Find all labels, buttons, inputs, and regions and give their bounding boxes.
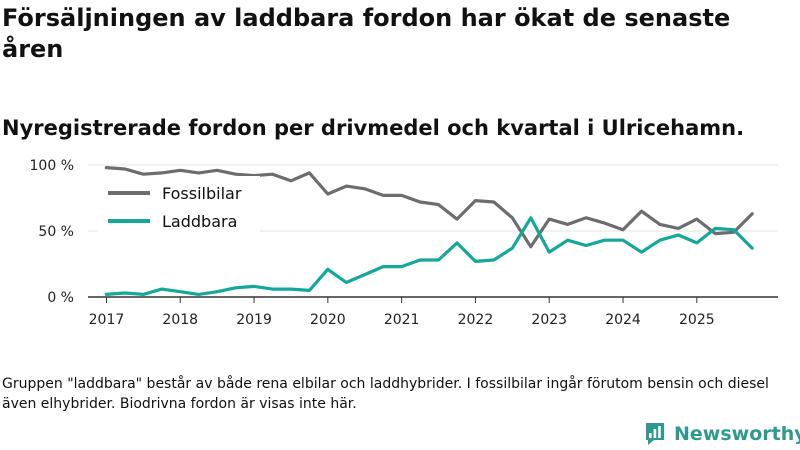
chart-subtitle: Nyregistrerade fordon per drivmedel och … [2,116,745,140]
line-chart: 0 % 50 % 100 % 2017 2018 2019 2020 2021 2022 202… [30,158,778,328]
legend-background [98,176,260,236]
x-tick-label: 2025 [679,312,715,328]
y-axis-ticks: 0 % 50 % 100 % [30,158,74,306]
x-tick-label: 2020 [310,312,346,328]
series-lines [104,166,754,296]
x-tick-label: 2019 [236,312,272,328]
legend-label: Laddbara [162,212,237,231]
y-tick-label: 100 % [30,158,74,174]
x-axis-ticks: 2017 2018 2019 2020 2021 2022 2023 2024 2025 [88,296,778,328]
series-line-laddbara [104,216,754,296]
x-tick-label: 2024 [605,312,641,328]
series-line-fossilbilar [104,166,754,249]
x-tick-label: 2023 [531,312,567,328]
x-tick-label: 2017 [89,312,125,328]
newsworthy-logo-text: Newsworthy [674,423,800,445]
y-tick-label: 50 % [38,224,74,240]
chart-title: Försäljningen av laddbara fordon har öka… [2,4,731,63]
legend: Fossilbilar Laddbara [98,176,260,236]
newsworthy-logo-icon [646,423,664,445]
footnote: Gruppen "laddbara" består av både rena e… [2,376,769,412]
x-tick-label: 2018 [162,312,198,328]
x-tick-label: 2021 [384,312,420,328]
y-tick-label: 0 % [47,290,74,306]
x-tick-label: 2022 [458,312,494,328]
newsworthy-logo[interactable]: Newsworthy [644,420,800,448]
legend-label: Fossilbilar [162,184,242,203]
